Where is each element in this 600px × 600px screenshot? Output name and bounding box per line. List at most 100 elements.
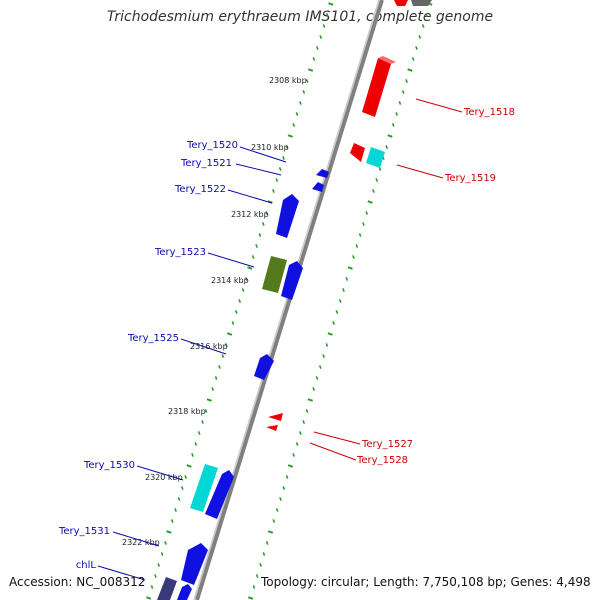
scale-tick <box>378 167 382 171</box>
scale-tick <box>184 475 188 479</box>
scale-tick <box>287 464 294 468</box>
scale-track-right <box>247 2 433 600</box>
gene-tery-1531-arrow <box>181 543 208 585</box>
gene-label-tery-1528: Tery_1528 <box>356 455 408 466</box>
scale-tick <box>302 420 306 424</box>
scale-tick <box>252 585 256 589</box>
scale-tick <box>150 585 154 589</box>
scale-tick <box>407 68 413 72</box>
scale-tick <box>265 211 269 215</box>
gene-label-tery-1523: Tery_1523 <box>154 247 206 258</box>
leader-lines-right <box>309 98 463 461</box>
scale-tick <box>255 574 259 578</box>
scale-track-left <box>145 2 334 600</box>
scale-tick <box>385 145 389 149</box>
scale-tick <box>258 233 262 237</box>
gene-label-tery-1527: Tery_1527 <box>361 439 413 450</box>
scale-tick <box>305 409 309 413</box>
scale-tick <box>221 354 225 358</box>
scale-tick <box>387 134 393 138</box>
gene-tery-1527-arrow <box>268 413 283 421</box>
scale-tick <box>312 387 316 391</box>
scale-tick <box>398 101 402 105</box>
scale-tick <box>186 464 192 468</box>
scale-tick <box>157 563 161 567</box>
scale-tick <box>282 486 286 490</box>
scale-tick <box>275 178 279 182</box>
scale-tick <box>327 332 333 336</box>
scale-tick <box>191 453 194 457</box>
scale-tick <box>267 530 274 534</box>
scale-tick <box>362 222 365 226</box>
scale-label-2312: 2312 kbp <box>231 210 269 219</box>
scale-tick <box>224 343 228 347</box>
genome-backbone-shadow <box>193 0 380 600</box>
scale-tick <box>295 112 299 116</box>
accession-text: Accession: NC_008312 <box>9 575 146 589</box>
gene-label-tery-1530: Tery_1530 <box>83 460 135 471</box>
gene-tery-1518-arrow <box>362 58 391 117</box>
scale-tick <box>234 310 238 314</box>
scale-tick <box>238 299 242 303</box>
scale-tick <box>180 486 184 490</box>
scale-tick <box>401 90 405 94</box>
scale-tick <box>367 200 373 204</box>
scale-tick <box>372 189 375 193</box>
scale-tick <box>322 354 325 358</box>
scale-tick <box>299 101 302 105</box>
scale-tick <box>352 255 355 259</box>
scale-tick <box>295 442 299 446</box>
scale-tick <box>177 497 181 501</box>
scale-tick <box>262 552 266 556</box>
gene-chll-blue-arrow <box>177 584 192 600</box>
gene-label-tery-1521: Tery_1521 <box>180 158 232 169</box>
scale-tick <box>174 508 177 512</box>
gene-label-tery-1522: Tery_1522 <box>174 184 226 195</box>
gene-tery-1518-side <box>378 56 396 64</box>
scale-tick <box>255 244 258 248</box>
scale-tick <box>345 277 349 281</box>
gene-tery-1523-blue-arrow <box>281 261 303 300</box>
gene-chll-slate-box <box>157 577 177 600</box>
scale-tick <box>375 178 379 182</box>
scale-tick <box>226 332 233 336</box>
gene-label-tery-1531: Tery_1531 <box>58 526 110 537</box>
scale-tick <box>201 420 204 424</box>
gene-label-chll: chlL <box>76 560 97 571</box>
scale-tick <box>328 2 334 6</box>
scale-tick <box>332 321 335 325</box>
scale-tick <box>197 431 201 435</box>
scale-tick <box>272 189 275 193</box>
scale-tick <box>251 255 255 259</box>
scale-label-2314: 2314 kbp <box>211 276 249 285</box>
scale-tick <box>315 46 319 50</box>
scale-tick <box>312 57 316 61</box>
scale-tick <box>326 13 329 17</box>
scale-tick <box>278 167 282 171</box>
scale-tick <box>204 409 208 413</box>
genome-backbone <box>195 0 384 600</box>
scale-tick <box>164 541 167 545</box>
scale-tick <box>211 387 215 391</box>
map-title: Trichodesmium erythraeum IMS101, complet… <box>106 9 494 25</box>
gene-tery-1530-cyan-box <box>190 464 218 512</box>
scale-tick <box>247 596 254 600</box>
scale-tick <box>307 68 314 72</box>
scale-tick <box>342 288 345 292</box>
topology-summary-text: Topology: circular; Length: 7,750,108 bp… <box>261 575 591 589</box>
gene-tery-1522-arrow <box>276 194 299 238</box>
scale-tick <box>322 24 326 28</box>
scale-tick <box>265 541 269 545</box>
gene-arrow-top-gray <box>411 0 432 6</box>
scale-tick <box>287 134 293 138</box>
scale-tick <box>166 530 172 534</box>
scale-tick <box>425 13 428 17</box>
scale-tick <box>214 376 218 380</box>
scale-tick <box>275 508 279 512</box>
gene-tery-1521-arrow <box>312 182 324 192</box>
scale-tick <box>415 46 418 50</box>
scale-tick <box>365 211 369 215</box>
scale-tick <box>282 156 285 160</box>
scale-tick <box>218 365 221 369</box>
scale-tick <box>194 442 198 446</box>
